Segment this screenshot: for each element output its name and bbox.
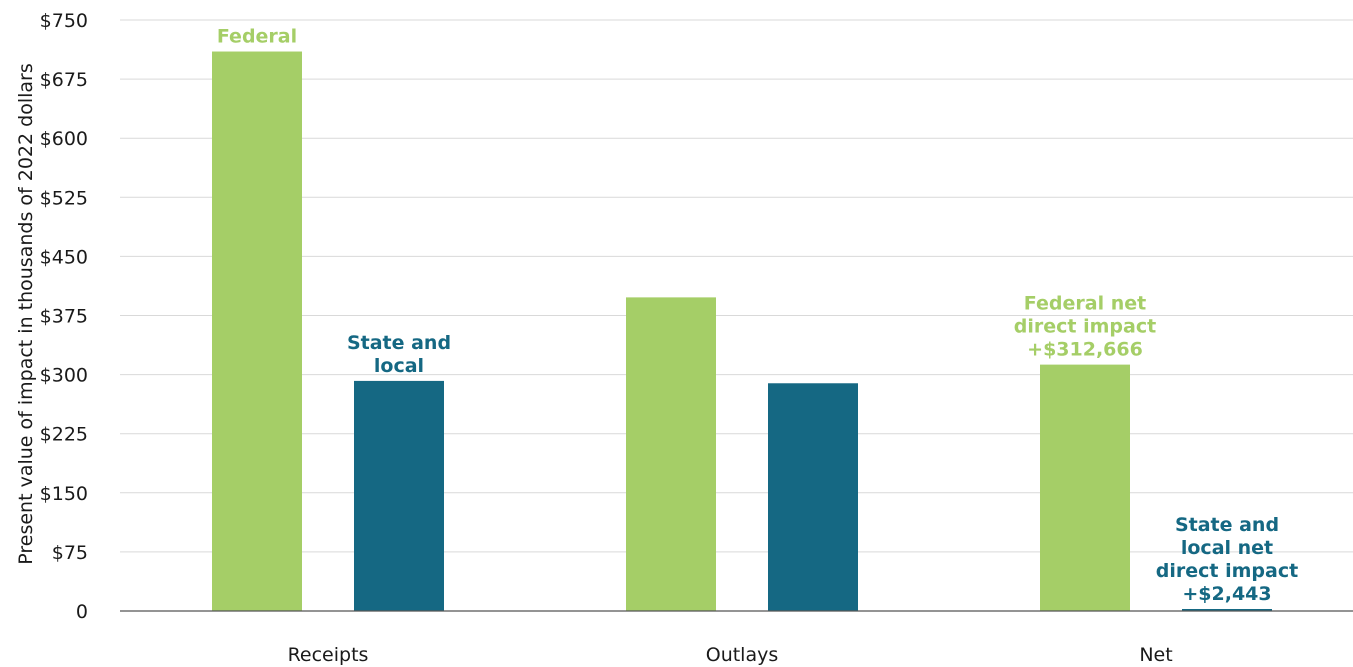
y-tick-labels: 0 $75 $150 $225 $300 $375 $450 $525 $600 $675 $750 [40, 10, 88, 623]
annotation-line: local [374, 355, 424, 377]
bar [768, 383, 858, 611]
y-tick-label: $75 [52, 542, 88, 564]
x-category-label: Receipts [288, 644, 369, 666]
bar [354, 380, 444, 611]
y-tick-label: $375 [40, 306, 88, 328]
annotation-line: Federal net [1024, 293, 1146, 315]
y-tick-label: $750 [40, 10, 88, 32]
bars [212, 51, 1272, 611]
x-category-label: Net [1139, 644, 1172, 666]
y-tick-label: $300 [40, 365, 88, 387]
annotation-line: State and [347, 332, 451, 354]
bar [1040, 364, 1130, 611]
y-tick-label: $225 [40, 424, 88, 446]
bar [626, 297, 716, 611]
annotation-line: Federal [217, 26, 297, 48]
y-tick-label: $675 [40, 69, 88, 91]
annotation-line: direct impact [1156, 560, 1298, 582]
bar [212, 51, 302, 611]
y-tick-label: $600 [40, 128, 88, 150]
annotation-line: +$2,443 [1182, 583, 1271, 605]
y-axis-label: Present value of impact in thousands of … [15, 63, 37, 565]
y-tick-label: 0 [76, 601, 88, 623]
annotation-line: direct impact [1014, 316, 1156, 338]
x-category-label: Outlays [706, 644, 779, 666]
annotation-line: State and [1175, 514, 1279, 536]
y-tick-label: $525 [40, 187, 88, 209]
y-tick-label: $450 [40, 246, 88, 268]
bar [1182, 609, 1272, 611]
annotation-line: local net [1181, 537, 1273, 559]
annotation-line: +$312,666 [1027, 339, 1143, 361]
x-category-labels: Receipts Outlays Net [288, 644, 1173, 666]
y-tick-label: $150 [40, 483, 88, 505]
gridlines [120, 19, 1353, 553]
